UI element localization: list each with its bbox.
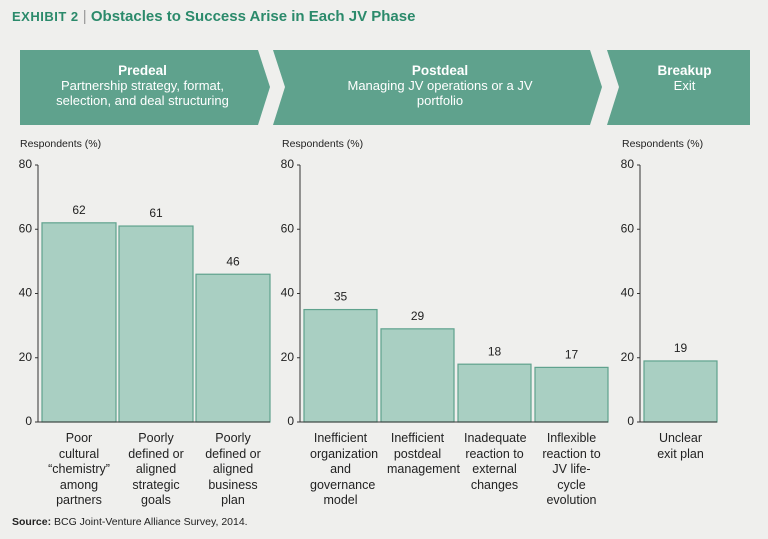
y-tick-label: 20 (621, 350, 635, 364)
x-tick-label: Unclear exit plan (657, 431, 704, 461)
value-label: 19 (674, 341, 688, 355)
exhibit-title: Obstacles to Success Arise in Each JV Ph… (90, 8, 416, 25)
title-row: EXHIBIT 2 | Obstacles to Success Arise i… (12, 8, 416, 25)
y-tick-label: 0 (627, 414, 634, 428)
phase-arrow (607, 50, 750, 125)
bar (380, 328, 455, 423)
value-label: 17 (565, 348, 579, 362)
source: Source: BCG Joint-Venture Alliance Surve… (12, 516, 248, 528)
bar (643, 360, 718, 423)
phase-title: Postdeal (411, 63, 469, 78)
value-label: 18 (488, 344, 502, 358)
phase-arrow (273, 50, 602, 125)
x-tick-label: Inadequate reaction to external changes (464, 431, 527, 492)
x-tick-label: Poorly defined or aligned strategic goal… (128, 431, 184, 507)
y-tick-label: 60 (621, 221, 635, 235)
y-axis-label: Respondents (%) (20, 138, 101, 150)
phase-subtitle: Managing JV operations or a JV portfolio (347, 78, 533, 108)
phase-title: Predeal (118, 63, 167, 78)
y-tick-label: 60 (281, 221, 295, 235)
bar (118, 225, 194, 423)
phase-label: Predeal Partnership strategy, format, sel… (20, 63, 265, 108)
y-tick-label: 80 (19, 157, 33, 171)
y-tick-label: 0 (25, 414, 32, 428)
y-tick-label: 0 (287, 414, 294, 428)
bar (41, 222, 117, 423)
y-axis-label: Respondents (%) (622, 138, 703, 150)
x-tick-label: Inefficient organization and governance … (310, 431, 379, 507)
y-axis-label: Respondents (%) (282, 138, 363, 150)
y-tick-label: 40 (281, 286, 295, 300)
x-tick-label: Poorly defined or aligned business plan (205, 431, 261, 507)
bar (303, 308, 378, 423)
value-label: 62 (72, 203, 86, 217)
phase-subtitle: Exit (673, 78, 696, 93)
y-tick-label: 20 (19, 350, 33, 364)
phase-arrow (20, 50, 270, 125)
phase-title: Breakup (657, 63, 712, 78)
y-tick-label: 20 (281, 350, 295, 364)
y-tick-label: 80 (621, 157, 635, 171)
phase-subtitle: Partnership strategy, format, selection,… (56, 78, 229, 108)
x-tick-label: Inefficient postdeal management (387, 431, 460, 476)
y-tick-label: 60 (19, 221, 33, 235)
phase-label: Breakup Exit (619, 63, 750, 93)
phase-label: Postdeal Managing JV operations or a JV p… (285, 63, 595, 108)
exhibit-label: EXHIBIT 2 (12, 9, 79, 24)
value-label: 35 (334, 290, 348, 304)
x-tick-label: Inflexible reaction to JV life-cycle evo… (542, 431, 601, 507)
value-label: 29 (411, 309, 425, 323)
source-label: Source: (12, 516, 52, 528)
x-tick-label: Poor cultural “chemistry” among partners (48, 431, 110, 507)
y-tick-label: 40 (19, 286, 33, 300)
value-label: 61 (149, 206, 163, 220)
source-text: BCG Joint-Venture Alliance Survey, 2014. (54, 516, 248, 528)
y-tick-label: 80 (281, 157, 295, 171)
y-tick-label: 40 (621, 286, 635, 300)
value-label: 46 (226, 254, 240, 268)
bar (534, 366, 609, 423)
bar (195, 273, 271, 423)
bar (457, 363, 532, 423)
